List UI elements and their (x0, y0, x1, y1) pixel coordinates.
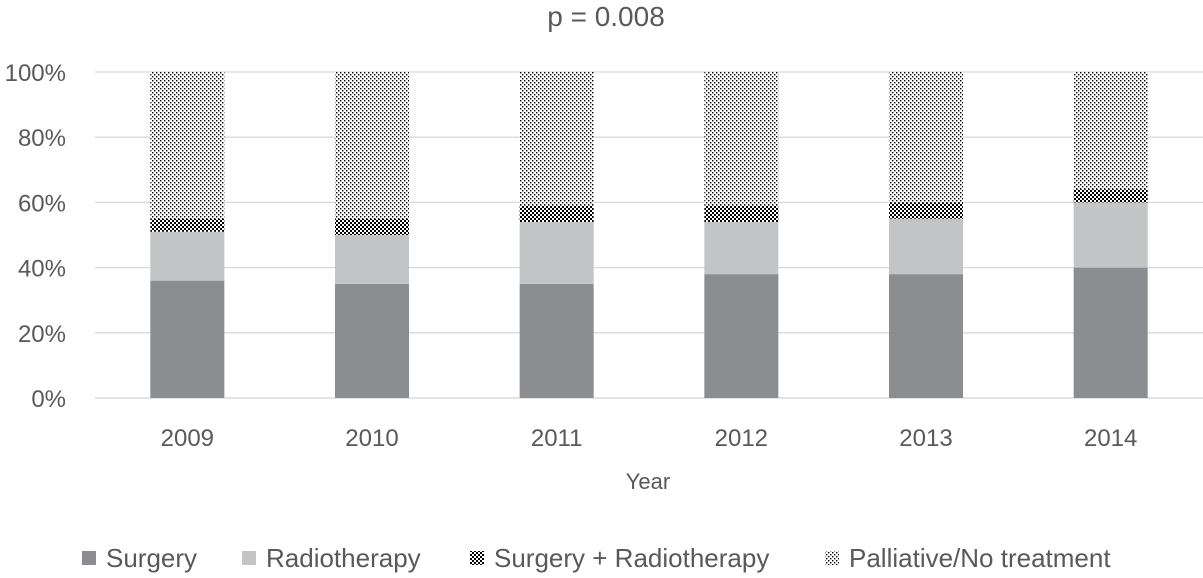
y-axis-ticks: 0% 20% 40% 60% 80% 100% (5, 60, 66, 413)
bar-surgery-radiotherapy-2012 (704, 205, 779, 222)
chart-title: p = 0.008 (547, 1, 665, 32)
x-tick-label: 2010 (345, 425, 398, 452)
legend-label: Radiotherapy (266, 543, 421, 573)
bar-surgery-2011 (519, 283, 594, 398)
gridlines (95, 71, 1203, 399)
bar-surgery-radiotherapy-2011 (519, 205, 594, 222)
x-axis-ticks: 2009 2010 2011 2012 2013 2014 (161, 425, 1138, 452)
bar-surgery-2014 (1073, 267, 1148, 398)
x-tick-label: 2013 (899, 425, 952, 452)
legend: Surgery Radiotherapy Surgery + Radiotherap… (82, 543, 1111, 573)
bar-radiotherapy-2011 (519, 221, 594, 284)
x-tick-label: 2014 (1084, 425, 1137, 452)
legend-swatch (242, 551, 256, 565)
bar-palliative-no-treatment-2013 (889, 72, 963, 203)
bar-surgery-radiotherapy-2014 (1073, 189, 1148, 203)
bar-surgery-2010 (335, 283, 409, 398)
legend-swatch (825, 551, 839, 565)
x-tick-label: 2011 (531, 425, 583, 452)
legend-label: Palliative/No treatment (849, 543, 1111, 573)
legend-label: Surgery + Radiotherapy (494, 543, 769, 573)
bar-radiotherapy-2009 (150, 231, 225, 281)
legend-item: Radiotherapy (242, 543, 421, 573)
bar-radiotherapy-2013 (889, 218, 963, 275)
bar-palliative-no-treatment-2010 (335, 72, 409, 219)
legend-item: Palliative/No treatment (825, 543, 1111, 573)
legend-swatch (82, 551, 96, 565)
y-tick-label: 0% (31, 386, 66, 413)
legend-item: Surgery + Radiotherapy (470, 543, 769, 573)
y-tick-label: 20% (18, 321, 66, 348)
x-tick-label: 2012 (715, 425, 768, 452)
bar-palliative-no-treatment-2014 (1073, 72, 1148, 190)
bar-palliative-no-treatment-2011 (519, 72, 594, 206)
bar-surgery-2013 (889, 274, 963, 398)
legend-swatch (470, 551, 484, 565)
y-tick-label: 80% (18, 125, 66, 152)
bar-palliative-no-treatment-2012 (704, 72, 779, 206)
bars (150, 72, 1148, 398)
bar-radiotherapy-2012 (704, 221, 779, 275)
x-axis-title: Year (626, 469, 670, 494)
x-tick-label: 2009 (161, 425, 214, 452)
y-tick-label: 60% (18, 190, 66, 217)
legend-item: Surgery (82, 543, 197, 573)
bar-radiotherapy-2010 (335, 235, 409, 284)
bar-surgery-2009 (150, 280, 225, 398)
bar-surgery-2012 (704, 274, 779, 398)
bar-surgery-radiotherapy-2009 (150, 218, 225, 232)
bar-radiotherapy-2014 (1073, 202, 1148, 268)
y-tick-label: 100% (5, 60, 66, 87)
bar-palliative-no-treatment-2009 (150, 72, 225, 219)
bar-surgery-radiotherapy-2013 (889, 202, 963, 219)
legend-label: Surgery (106, 543, 197, 573)
bar-surgery-radiotherapy-2010 (335, 218, 409, 235)
y-tick-label: 40% (18, 256, 66, 283)
